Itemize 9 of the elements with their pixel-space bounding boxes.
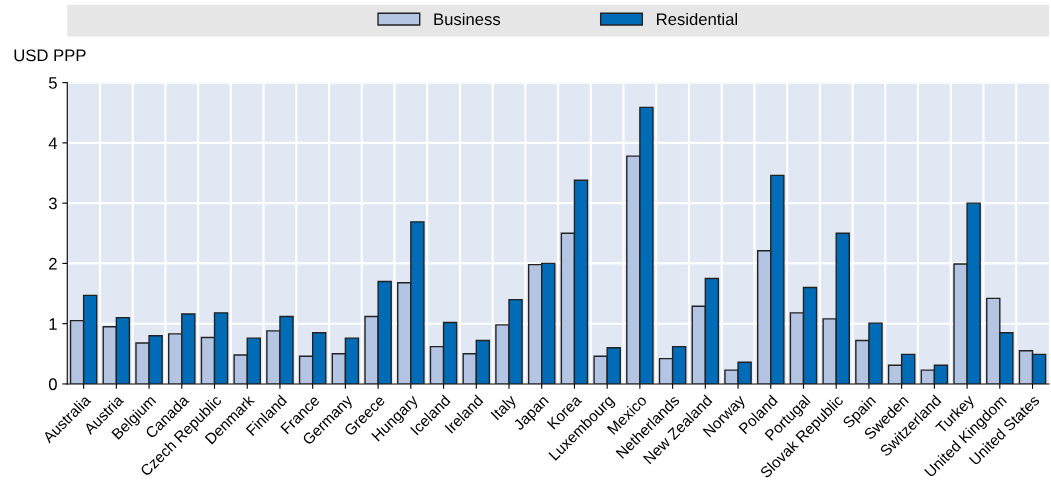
y-tick-label: 1 bbox=[49, 318, 57, 330]
y-tick-label: 4 bbox=[48, 137, 58, 149]
legend-label: Residential bbox=[657, 12, 738, 26]
y-axis-title: USD PPP bbox=[14, 49, 86, 62]
y-tick-label: 2 bbox=[49, 257, 57, 270]
y-tick-label: 3 bbox=[48, 197, 57, 210]
legend-label: Business bbox=[434, 12, 501, 26]
y-tick-label: 5 bbox=[48, 77, 57, 89]
y-tick-label: 0 bbox=[48, 378, 57, 391]
